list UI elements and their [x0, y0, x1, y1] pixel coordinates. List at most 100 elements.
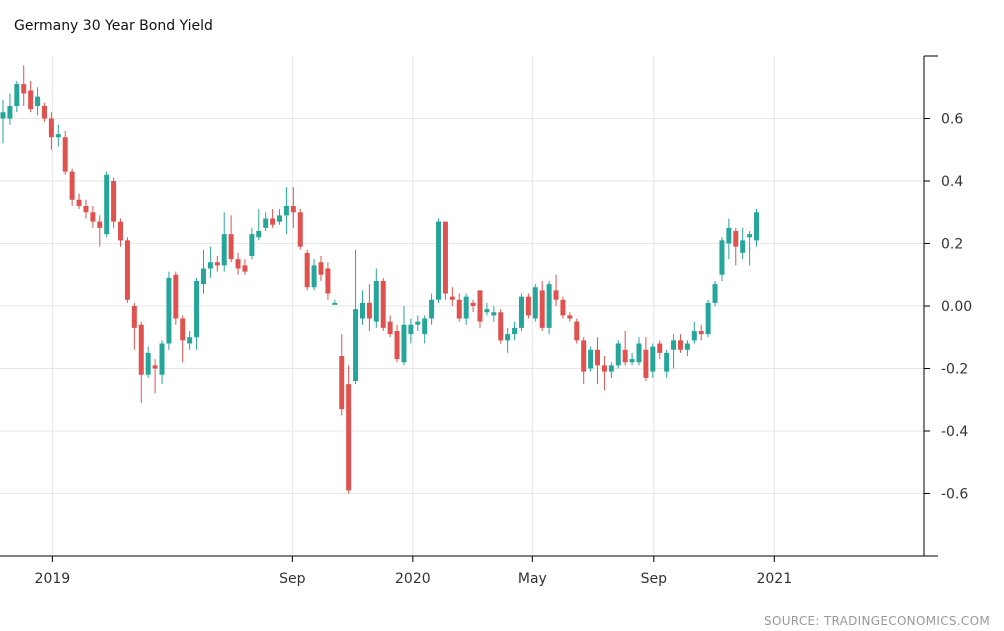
candle-body [615, 343, 621, 366]
candle-body [608, 365, 614, 372]
candle-body [747, 234, 753, 238]
candle-body [567, 315, 573, 319]
candle [436, 218, 442, 303]
candle [387, 315, 393, 338]
candle [118, 218, 124, 247]
candle [297, 209, 303, 250]
candle-body [442, 221, 448, 294]
candle [525, 293, 531, 319]
candle-body [436, 221, 442, 300]
candle [7, 93, 13, 125]
x-tick-label-2: 2020 [395, 571, 431, 587]
candle-body [318, 262, 324, 275]
candle-body [754, 212, 760, 241]
candle [671, 334, 677, 369]
candle-body [463, 296, 469, 319]
candle [373, 268, 379, 328]
candle-body [449, 296, 455, 300]
candle-body [297, 212, 303, 247]
candle [339, 334, 345, 416]
candle-body [311, 265, 317, 288]
candle-body [629, 359, 635, 363]
candle [318, 256, 324, 281]
candle [14, 81, 20, 113]
candle-body [159, 343, 165, 375]
candle-body [332, 302, 338, 305]
candle-body [740, 240, 746, 253]
candle-body [691, 331, 697, 341]
candle-body [228, 234, 234, 260]
candle [657, 340, 663, 360]
candle [131, 302, 137, 350]
candle-body [270, 218, 276, 225]
candle [650, 343, 656, 378]
candle-body [194, 281, 200, 338]
candle-body [429, 299, 435, 319]
candle-body [512, 327, 518, 335]
candle-body [55, 134, 61, 138]
candle-body [546, 284, 552, 328]
candle-body [187, 337, 193, 344]
candle [422, 315, 428, 344]
candle-body [380, 281, 386, 328]
candle [498, 309, 504, 344]
candle [263, 212, 269, 231]
candle [256, 209, 262, 241]
candle-body [712, 284, 718, 303]
candle [290, 187, 296, 228]
candle-body [588, 349, 594, 369]
candle-body [76, 199, 82, 206]
candle-body [14, 84, 20, 106]
candle [677, 334, 683, 353]
candle [55, 124, 61, 147]
candle-body [484, 309, 490, 313]
candle-body [83, 206, 89, 213]
candle-body [657, 343, 663, 353]
candle-body [733, 231, 739, 247]
candle-body [643, 349, 649, 378]
candle [477, 290, 483, 328]
candle-body [498, 312, 504, 341]
candle [491, 306, 497, 322]
candle [684, 340, 690, 356]
candle-body [242, 265, 248, 272]
candle [242, 259, 248, 275]
candle [691, 321, 697, 344]
candle [283, 187, 289, 235]
candle-body [387, 321, 393, 335]
y-tick-label-5: -0.4 [941, 424, 968, 440]
candle-body [677, 340, 683, 350]
candle [0, 99, 6, 144]
candle-body [518, 296, 524, 328]
candle [152, 359, 158, 394]
candle-body [138, 324, 144, 375]
candle [643, 337, 649, 381]
candle [574, 318, 580, 344]
candle [180, 315, 186, 363]
candle [69, 168, 75, 206]
candle-body [601, 365, 607, 372]
candle-body [346, 384, 352, 491]
x-tick-label-5: 2021 [756, 571, 792, 587]
candle [173, 271, 179, 325]
candle [138, 321, 144, 403]
candle-body [470, 302, 476, 306]
y-tick-label-3: 0.00 [941, 299, 972, 315]
candle [608, 362, 614, 378]
candle [104, 171, 110, 238]
candle [304, 249, 310, 291]
candle [560, 296, 566, 319]
candle [277, 209, 283, 225]
candle-body [131, 306, 137, 328]
candle-body [7, 106, 13, 119]
candle [145, 346, 151, 378]
candle [567, 312, 573, 322]
candle [726, 218, 732, 260]
candle-body [62, 137, 68, 172]
candle-body [574, 321, 580, 341]
candle-body [35, 96, 41, 106]
candle [719, 237, 725, 281]
candle [456, 293, 462, 322]
candle-body [726, 227, 732, 244]
candle [325, 262, 331, 300]
